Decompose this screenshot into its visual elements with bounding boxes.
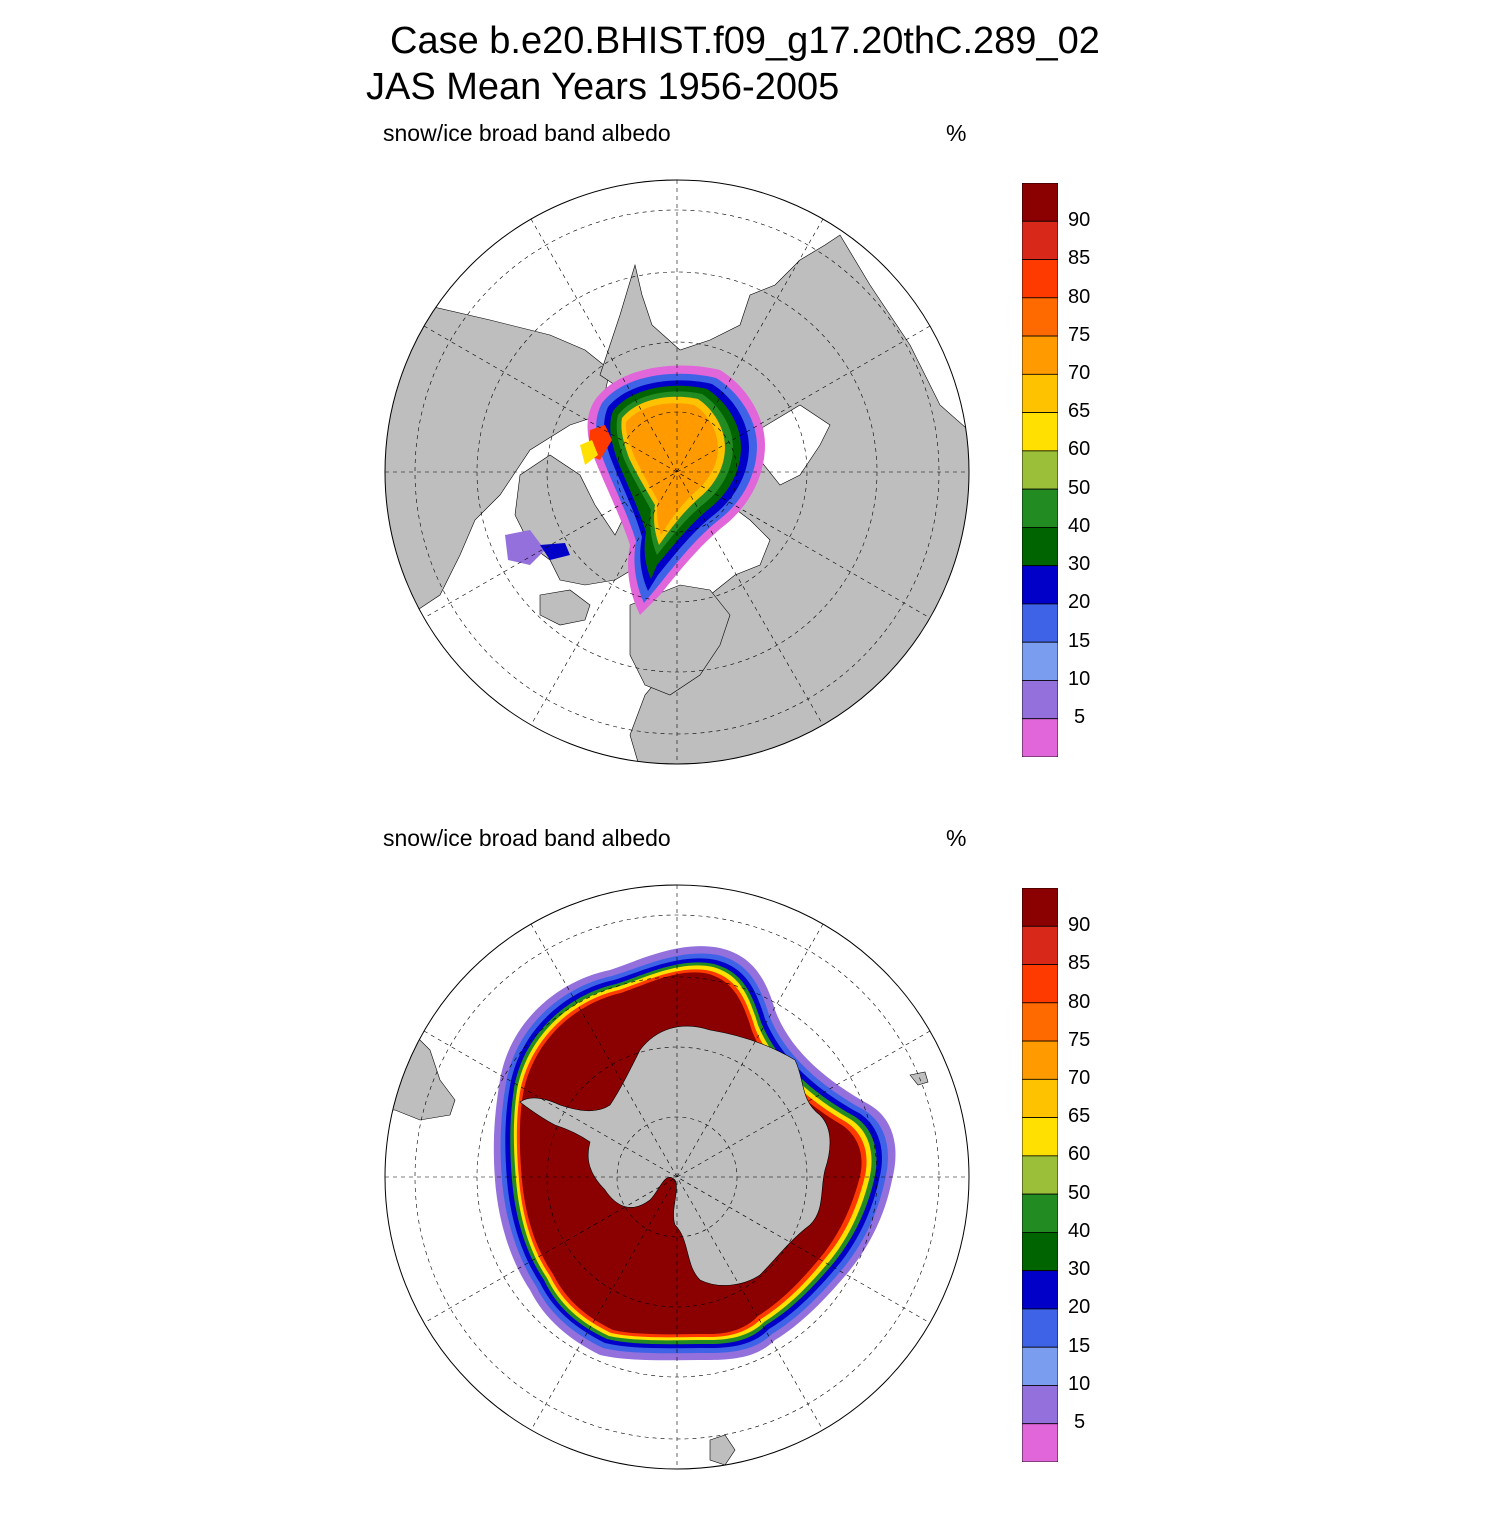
south-panel: snow/ice broad band albedo % [0,825,1500,1525]
south-colorbar-box-5 [1022,1231,1058,1272]
south-cbar-label-80: 80 [1068,991,1091,1013]
south-map-border [384,884,970,1470]
north-colorbar-box-4 [1022,565,1058,605]
north-cbar-label-50: 50 [1068,477,1091,499]
north-cbar-label-90: 90 [1068,209,1091,231]
north-cbar-label-20: 20 [1068,591,1091,613]
figure-title-line-1: Case b.e20.BHIST.f09_g17.20thC.289_02 [390,20,1100,62]
south-cbar-label-75: 75 [1068,1029,1091,1051]
south-colorbar-box-9 [1022,1078,1058,1118]
south-colorbar-box-10 [1022,1040,1058,1080]
north-cbar-label-60: 60 [1068,438,1091,460]
north-cbar-label-65: 65 [1068,400,1091,422]
north-colorbar-box-8 [1022,412,1058,452]
figure-title-line-2: JAS Mean Years 1956-2005 [366,66,840,108]
north-cbar-label-40: 40 [1068,515,1091,537]
north-cbar-label-30: 30 [1068,553,1091,575]
south-cbar-label-50: 50 [1068,1182,1091,1204]
south-graticule [385,885,969,1469]
north-colorbar-box-3 [1022,603,1058,643]
north-graticule [385,180,969,764]
north-colorbar-box-5 [1022,526,1058,567]
north-colorbar-box-9 [1022,373,1058,413]
south-cbar-label-20: 20 [1068,1296,1091,1318]
north-colorbar-box-0 [1022,718,1058,757]
south-cbar-label-70: 70 [1068,1067,1091,1089]
north-cbar-label-75: 75 [1068,324,1091,346]
south-cbar-label-60: 60 [1068,1143,1091,1165]
north-cbar-label-85: 85 [1068,247,1091,269]
north-cbar-label-15: 15 [1068,630,1091,652]
south-cbar-label-85: 85 [1068,952,1091,974]
north-map-border [384,179,970,765]
south-colorbar-box-8 [1022,1117,1058,1157]
south-colorbar-box-3 [1022,1308,1058,1348]
north-colorbar-box-6 [1022,488,1058,528]
south-colorbar-box-14 [1022,888,1058,927]
south-colorbar-box-2 [1022,1346,1058,1386]
north-polar-map [384,179,970,765]
south-cbar-label-90: 90 [1068,914,1091,936]
south-colorbar-box-4 [1022,1270,1058,1310]
south-polar-map [384,884,970,1470]
north-colorbar-box-14 [1022,183,1058,222]
south-cbar-label-65: 65 [1068,1105,1091,1127]
north-cbar-label-10: 10 [1068,668,1091,690]
north-cbar-label-70: 70 [1068,362,1091,384]
north-units-label: % [946,120,967,146]
south-colorbar [1022,888,1058,1462]
south-colorbar-box-7 [1022,1155,1058,1195]
north-colorbar-box-10 [1022,335,1058,375]
north-colorbar-box-13 [1022,220,1058,260]
north-cbar-label-5: 5 [1074,706,1086,728]
south-cbar-label-5: 5 [1074,1411,1086,1433]
south-cbar-label-40: 40 [1068,1220,1091,1242]
south-cbar-label-15: 15 [1068,1335,1091,1357]
north-variable-label: snow/ice broad band albedo [383,120,671,146]
south-cbar-label-30: 30 [1068,1258,1091,1280]
south-colorbar-box-13 [1022,925,1058,965]
south-colorbar-box-12 [1022,964,1058,1004]
north-colorbar-box-2 [1022,641,1058,681]
north-colorbar-box-11 [1022,297,1058,337]
north-colorbar [1022,183,1058,757]
south-cbar-label-10: 10 [1068,1373,1091,1395]
south-colorbar-box-6 [1022,1193,1058,1233]
south-colorbar-box-11 [1022,1002,1058,1042]
south-variable-label: snow/ice broad band albedo [383,825,671,851]
north-colorbar-box-1 [1022,680,1058,720]
north-colorbar-box-12 [1022,259,1058,299]
south-units-label: % [946,825,967,851]
south-colorbar-box-0 [1022,1423,1058,1462]
north-colorbar-box-7 [1022,450,1058,490]
north-sea-ice-field [505,365,765,615]
north-panel: snow/ice broad band albedo % [0,120,1500,820]
south-colorbar-box-1 [1022,1385,1058,1425]
north-cbar-label-80: 80 [1068,286,1091,308]
